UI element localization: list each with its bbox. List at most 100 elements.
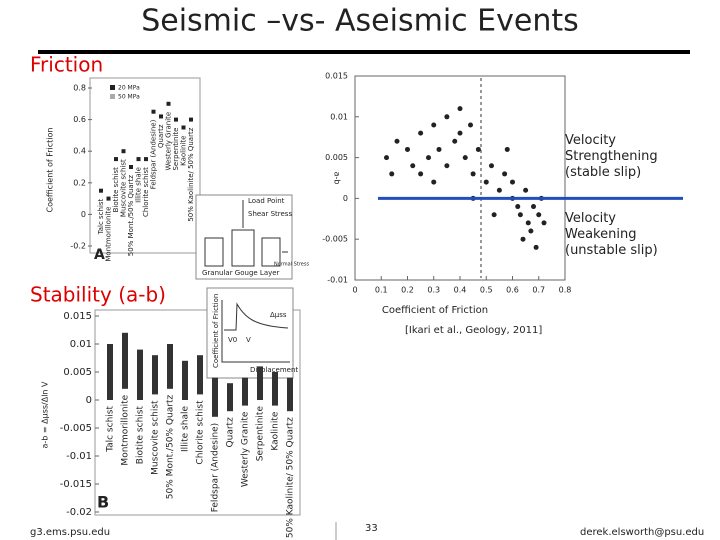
- friction-mark: [189, 117, 193, 122]
- apparatus-inset: [195, 194, 293, 280]
- friction-mark: [114, 157, 118, 162]
- panel-b-ylabel: a-b = Δμss/Δln V: [41, 381, 50, 449]
- legend-label: 20 MPa: [118, 85, 140, 92]
- category-label: Serpentinite: [256, 406, 266, 462]
- y-tick-label: -0.01: [66, 451, 92, 462]
- x-tick-label: 0.7: [532, 286, 545, 295]
- y-tick-label: -0.005: [60, 423, 92, 434]
- ab-range: [137, 349, 143, 400]
- ab-range: [257, 366, 263, 400]
- stability-label: Stability (a-b): [30, 283, 166, 307]
- citation: [Ikari et al., Geology, 2011]: [405, 325, 542, 336]
- ab-range: [272, 372, 278, 406]
- slide-title: Seismic –vs- Aseismic Events: [141, 4, 579, 39]
- x-tick-label: 0.1: [375, 286, 388, 295]
- y-tick-label: -0.01: [327, 276, 348, 285]
- category-label: Chlorite schist: [142, 167, 150, 217]
- y-tick-label: 0: [81, 210, 86, 219]
- x-tick-label: 0: [352, 286, 357, 295]
- ab-range: [227, 383, 233, 412]
- category-label: Feldspar (Andesine): [211, 423, 221, 512]
- y-tick-label: 0.2: [73, 178, 86, 187]
- footer-right: derek.elsworth@psu.edu: [580, 527, 704, 538]
- rate-axes: [221, 300, 290, 363]
- footer-left: g3.ems.psu.edu: [30, 527, 110, 538]
- category-label: Westerly Granite: [165, 112, 173, 171]
- category-label: Serpentinite: [172, 128, 180, 171]
- page-number: 33: [365, 523, 378, 534]
- category-label: Talc schist: [97, 198, 105, 235]
- title-rule: [38, 50, 690, 54]
- y-tick-label: -0.005: [322, 235, 348, 244]
- scatter-point: [523, 187, 529, 193]
- y-tick-label: -0.015: [60, 479, 92, 490]
- scatter-point: [533, 244, 539, 250]
- y-tick-label: 0: [343, 194, 348, 203]
- region-note: Velocity Weakening (unstable slip): [565, 211, 658, 258]
- apparatus-drawing: [204, 200, 288, 267]
- panel-a-ylabel: Coefficient of Friction: [46, 128, 55, 213]
- y-tick-label: 0.005: [325, 153, 348, 162]
- scatter-point: [444, 114, 450, 120]
- scatter-ylabel: a-b: [333, 172, 342, 185]
- panel-b-frame: [94, 309, 301, 516]
- ab-range: [287, 377, 293, 412]
- apparatus-label: Load Point: [248, 197, 285, 205]
- ab-range: [107, 344, 113, 400]
- rate-v: V: [246, 336, 251, 344]
- friction-mark: [129, 165, 133, 169]
- category-label: Kaolinite: [180, 136, 188, 166]
- panel-letter: A: [94, 247, 105, 263]
- category-label: Talc schist: [106, 406, 116, 453]
- scatter-point: [491, 212, 497, 218]
- ab-range: [212, 377, 218, 417]
- legend-label: 50 MPa: [118, 94, 140, 101]
- category-label: 50% Mont./50% Quartz: [166, 395, 176, 500]
- category-label: 50% Kaolinite/ 50% Quartz: [286, 417, 296, 538]
- y-tick-label: 0.4: [73, 147, 86, 156]
- scatter-xlabel: Coefficient of Friction: [382, 305, 488, 316]
- x-tick-label: 0.2: [401, 286, 414, 295]
- category-label: Quartz: [226, 417, 236, 448]
- panel-letter: B: [97, 493, 109, 512]
- scatter-point: [528, 228, 534, 234]
- y-tick-label: 0.6: [73, 115, 86, 124]
- category-label: 50% Kaolinite/ 50% Quartz: [187, 127, 195, 221]
- scatter-point: [431, 179, 437, 185]
- friction-mark: [144, 157, 148, 162]
- category-label: 50% Mont./50% Quartz: [127, 175, 135, 257]
- scatter-point: [510, 179, 515, 185]
- scatter-point: [418, 130, 424, 136]
- rate-ylabel: Coefficient of Friction: [212, 294, 220, 368]
- rate-step: Δμss: [270, 311, 287, 319]
- ab-range: [152, 355, 158, 395]
- friction-label: Friction: [30, 53, 103, 77]
- scatter-point: [525, 220, 531, 226]
- rate-curve: [224, 302, 289, 331]
- friction-mark: [174, 117, 178, 122]
- scatter-point: [468, 122, 473, 128]
- scatter-point: [418, 171, 424, 177]
- category-label: Illite shale: [135, 167, 143, 203]
- scatter-point: [489, 163, 494, 169]
- y-tick-label: 0.015: [325, 72, 348, 81]
- friction-mark: [121, 149, 126, 154]
- rate-inset: [206, 287, 294, 379]
- x-tick-label: 0.6: [506, 286, 519, 295]
- scatter-point: [504, 146, 510, 152]
- category-label: Muscovite schist: [120, 159, 128, 217]
- scatter-point: [496, 187, 502, 193]
- apparatus-label: Shear Stress: [248, 210, 292, 218]
- friction-mark: [136, 157, 141, 162]
- scatter-point: [405, 146, 410, 152]
- scatter-point: [410, 163, 416, 169]
- y-tick-label: 0: [86, 395, 92, 406]
- ab-range: [242, 377, 248, 406]
- category-label: Muscovite schist: [151, 400, 161, 475]
- rate-v0: V0: [228, 336, 237, 344]
- category-label: Biotite schist: [136, 406, 146, 465]
- ab-range: [122, 332, 128, 389]
- friction-mark: [166, 101, 171, 106]
- friction-mark: [106, 196, 111, 201]
